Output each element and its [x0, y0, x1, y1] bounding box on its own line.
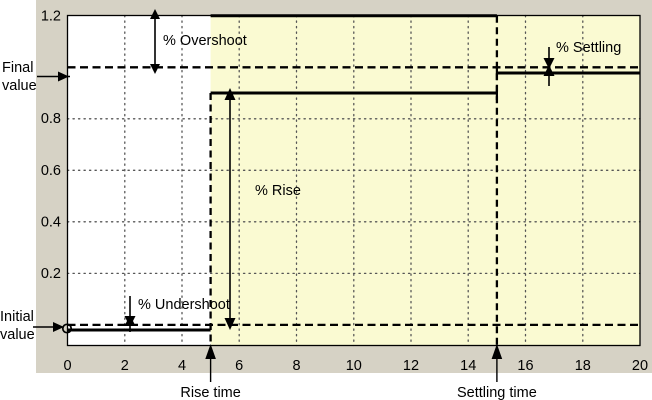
svg-text:4: 4: [178, 358, 186, 374]
svg-text:8: 8: [292, 358, 300, 374]
svg-text:20: 20: [632, 358, 648, 374]
svg-text:% Overshoot: % Overshoot: [163, 33, 247, 49]
svg-text:18: 18: [575, 358, 591, 374]
svg-text:12: 12: [403, 358, 419, 374]
svg-text:Rise time: Rise time: [180, 385, 240, 400]
svg-text:0.4: 0.4: [41, 215, 61, 231]
svg-text:value: value: [2, 78, 37, 94]
svg-text:0: 0: [63, 358, 71, 374]
svg-text:Final: Final: [2, 60, 33, 76]
svg-text:value: value: [0, 327, 35, 343]
svg-text:0.6: 0.6: [41, 163, 61, 179]
svg-text:Initial: Initial: [0, 309, 34, 325]
svg-text:1.2: 1.2: [41, 9, 61, 25]
svg-text:6: 6: [235, 358, 243, 374]
svg-text:16: 16: [517, 358, 533, 374]
svg-text:2: 2: [121, 358, 129, 374]
svg-text:% Undershoot: % Undershoot: [138, 297, 230, 313]
svg-text:% Settling: % Settling: [556, 40, 621, 56]
svg-text:14: 14: [460, 358, 476, 374]
svg-text:0.2: 0.2: [41, 266, 61, 282]
svg-text:10: 10: [346, 358, 362, 374]
svg-text:0.8: 0.8: [41, 111, 61, 127]
svg-text:Settling time: Settling time: [457, 385, 537, 400]
svg-text:% Rise: % Rise: [255, 183, 301, 199]
